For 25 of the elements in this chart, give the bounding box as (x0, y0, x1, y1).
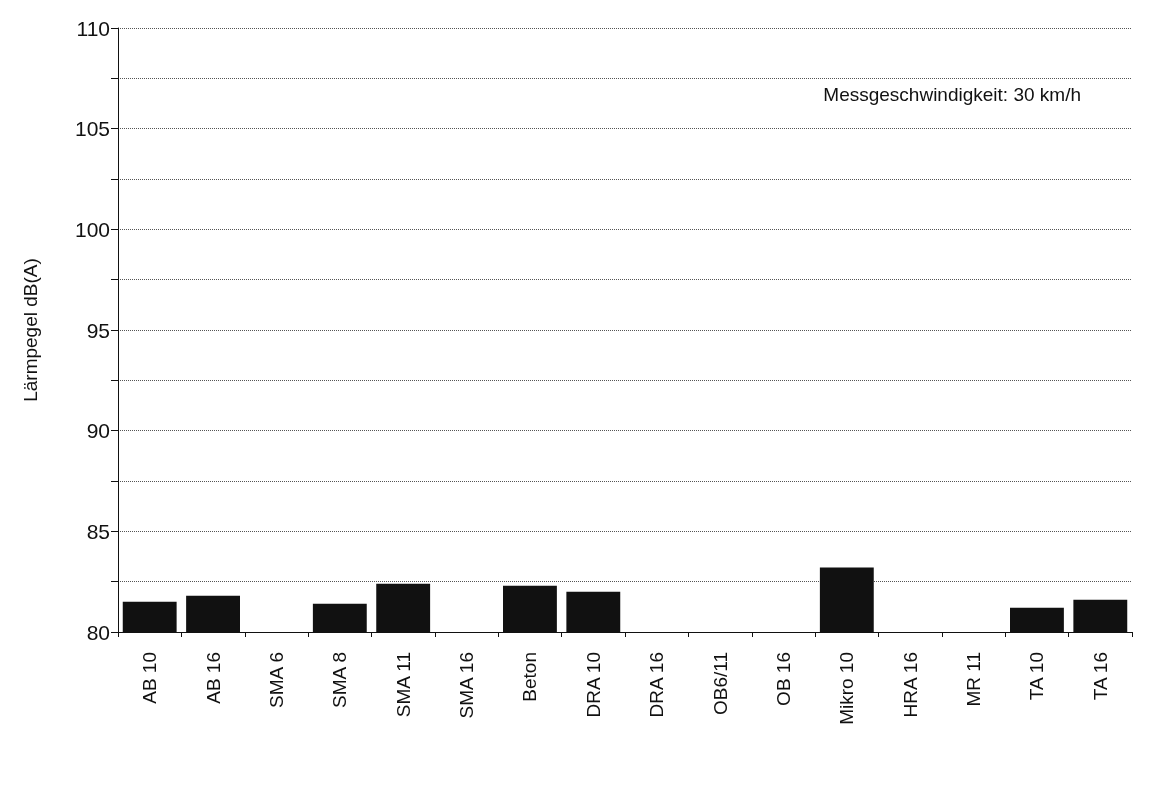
x-tick-label: TA 16 (1089, 652, 1111, 701)
x-tick-label: Mikro 10 (836, 652, 858, 725)
x-tick-label: OB 16 (772, 652, 794, 706)
x-tick-label: AB 10 (139, 652, 161, 704)
y-tick-label: 105 (74, 117, 110, 141)
y-tick-label: 95 (86, 318, 110, 342)
y-tick-label: 110 (76, 16, 110, 40)
y-tick-label: 85 (86, 519, 110, 543)
x-tick-label: SMA 11 (392, 652, 414, 718)
x-tick-label: HRA 16 (899, 652, 921, 718)
x-tick-label: OB6/11 (709, 652, 731, 716)
x-tick-label: SMA 6 (265, 652, 287, 708)
x-tick-label: SMA 16 (456, 652, 478, 719)
annotation: Messgeschwindigkeit: 30 km/h (823, 84, 1081, 105)
y-tick-label: 80 (86, 620, 110, 644)
x-tick-label: MR 11 (963, 652, 985, 707)
x-tick-label: TA 10 (1026, 652, 1048, 701)
x-tick-label: Beton (519, 652, 541, 702)
x-tick-label: DRA 16 (646, 652, 668, 718)
x-tick-label: AB 16 (202, 652, 224, 704)
y-tick-label: 100 (74, 217, 110, 241)
y-axis-title: Lärmpegel dB(A) (20, 258, 41, 402)
y-tick-label: 90 (86, 419, 110, 443)
x-tick-label: SMA 8 (329, 652, 351, 708)
x-tick-label: DRA 10 (582, 652, 604, 718)
